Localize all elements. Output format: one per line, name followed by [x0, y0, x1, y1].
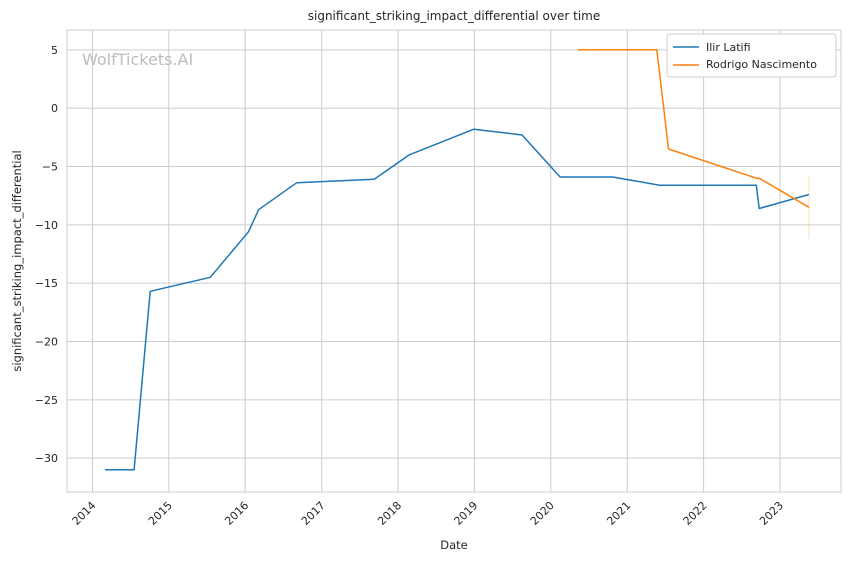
y-tick-label: −25 [35, 394, 58, 407]
y-tick-label: −5 [42, 161, 58, 174]
y-tick-label: −30 [35, 452, 58, 465]
series-line-rodrigo-nascimento [577, 49, 810, 208]
y-axis-label: significant_striking_impact_differential [10, 150, 24, 371]
legend: Ilir Latifi Rodrigo Nascimento [666, 33, 837, 78]
x-axis-label: Date [440, 538, 468, 552]
series-layer [104, 49, 810, 471]
legend-label-ilir-latifi: Ilir Latifi [706, 41, 751, 54]
y-tick-label: −20 [35, 336, 58, 349]
legend-box [666, 33, 837, 78]
series-line-ilir-latifi [104, 128, 810, 471]
y-tick-label: −10 [35, 219, 58, 232]
y-tick-label: 0 [51, 102, 58, 115]
y-axis-ticks: 5 0 −5 −10 −15 −20 −25 −30 [35, 44, 58, 465]
chart-title: significant_striking_impact_differential… [308, 9, 600, 23]
y-tick-label: 5 [51, 44, 58, 57]
plot-area [66, 29, 842, 493]
legend-label-rodrigo-nascimento: Rodrigo Nascimento [706, 58, 817, 71]
y-tick-label: −15 [35, 277, 58, 290]
watermark: WolfTickets.AI [82, 50, 193, 69]
